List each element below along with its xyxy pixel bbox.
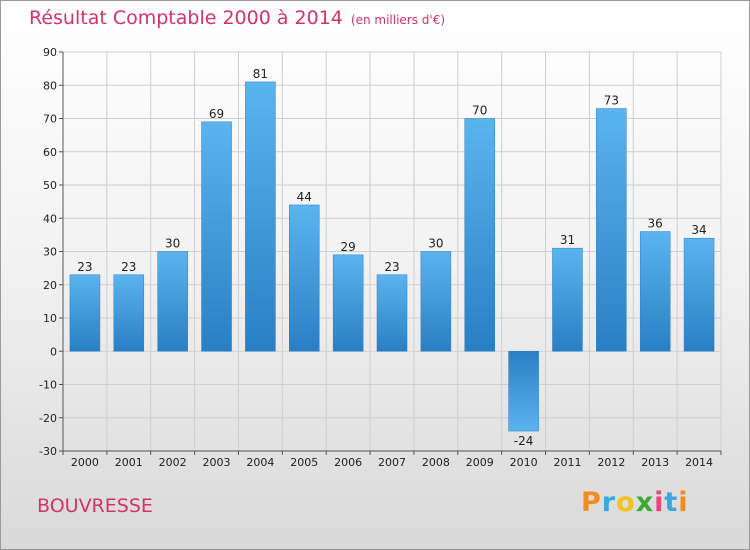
place-name: BOUVRESSE [37, 495, 153, 517]
data-label: 36 [648, 217, 663, 231]
data-label: 70 [472, 104, 487, 118]
bar-2013 [639, 231, 671, 352]
data-label: 30 [428, 237, 443, 251]
logo-letter: x [635, 487, 655, 518]
x-tick-label: 2007 [378, 456, 406, 469]
data-label: 44 [297, 190, 312, 204]
bars [69, 81, 715, 432]
data-label: 73 [604, 94, 619, 108]
logo-letter: r [601, 487, 617, 518]
bar-2007 [376, 274, 408, 352]
bar-2012 [596, 108, 627, 352]
data-label: 34 [691, 223, 706, 237]
y-tick-label: 50 [43, 179, 57, 192]
chart-title-text: Résultat Comptable 2000 à 2014 [29, 7, 343, 29]
bar-2001 [113, 274, 145, 352]
data-label: 31 [560, 233, 575, 247]
data-label: 81 [253, 67, 268, 81]
proxiti-logo[interactable]: Proxiti [581, 487, 689, 518]
data-label: 29 [340, 240, 355, 254]
x-tick-label: 2013 [641, 456, 669, 469]
logo-letter: i [654, 487, 665, 518]
x-tick-label: 2002 [159, 456, 187, 469]
x-tick-label: 2008 [422, 456, 450, 469]
bar-2000 [69, 274, 101, 352]
bar-2002 [157, 251, 188, 352]
data-label: 69 [209, 107, 224, 121]
bar-2008 [420, 251, 452, 352]
bar-2005 [289, 204, 320, 352]
y-tick-label: 40 [43, 212, 57, 225]
data-label: -24 [514, 434, 534, 448]
x-tick-label: 2004 [246, 456, 274, 469]
logo-letter: P [581, 487, 602, 518]
data-label: 23 [77, 260, 92, 274]
logo-letter: t [664, 487, 679, 518]
x-tick-label: 2003 [203, 456, 231, 469]
x-tick-label: 2000 [71, 456, 99, 469]
bar-2006 [332, 254, 364, 352]
x-tick-label: 2001 [115, 456, 143, 469]
x-tick-label: 2010 [510, 456, 538, 469]
y-tick-label: 80 [43, 79, 57, 92]
y-tick-label: 30 [43, 246, 57, 259]
bar-2003 [201, 121, 232, 352]
axes: -30 -20 -10 0 10 20 30 40 50 60 70 80 90 2000 2001 2002… [39, 46, 722, 469]
y-tick-label: 20 [43, 279, 57, 292]
x-tick-label: 2009 [466, 456, 494, 469]
x-tick-label: 2005 [290, 456, 318, 469]
bar-2009 [464, 118, 495, 352]
bar-2014 [683, 237, 715, 352]
chart-subtitle: (en milliers d'€) [350, 13, 446, 27]
logo-letter: o [616, 487, 636, 518]
y-tick-label: -20 [39, 412, 57, 425]
data-label: 23 [121, 260, 136, 274]
bar-2004 [245, 81, 276, 352]
data-label: 23 [384, 260, 399, 274]
y-tick-label: 60 [43, 146, 57, 159]
y-tick-label: 90 [43, 46, 57, 59]
y-tick-label: -10 [39, 379, 57, 392]
bar-2010 [508, 351, 539, 432]
x-tick-label: 2012 [597, 456, 625, 469]
y-tick-label: 10 [43, 312, 57, 325]
data-labels: 23 23 30 69 81 44 29 23 30 70 -24 31 73 36 34 [77, 67, 706, 448]
bar-2011 [552, 247, 583, 352]
chart-title: Résultat Comptable 2000 à 2014 (en millie… [29, 7, 445, 29]
x-tick-label: 2014 [685, 456, 713, 469]
y-tick-label: 0 [50, 345, 57, 358]
y-tick-label: 70 [43, 113, 57, 126]
x-tick-label: 2011 [553, 456, 581, 469]
y-tick-label: -30 [39, 445, 57, 458]
x-tick-label: 2006 [334, 456, 362, 469]
logo-letter: i [678, 487, 689, 518]
data-label: 30 [165, 237, 180, 251]
